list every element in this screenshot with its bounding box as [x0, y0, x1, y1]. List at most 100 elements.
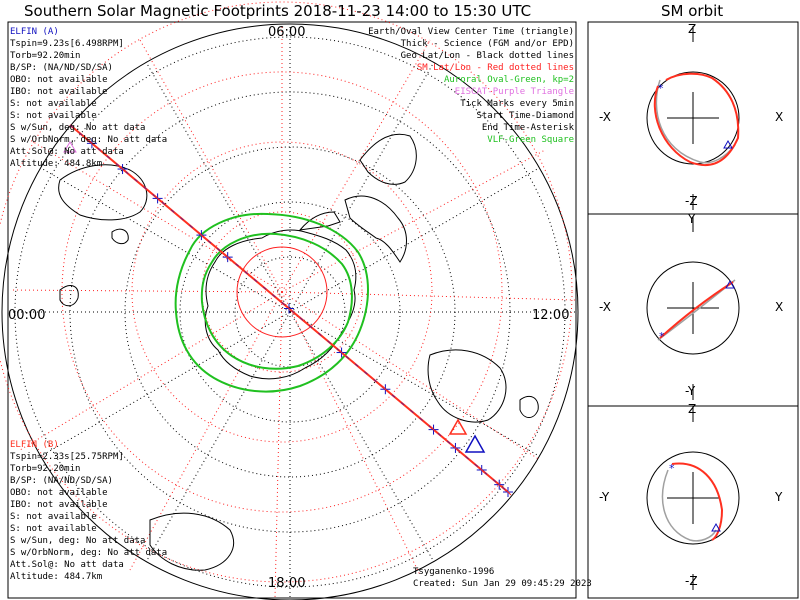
coastlines — [58, 133, 539, 571]
elfin-b-tick — [382, 385, 389, 393]
mlt-label-bottom: 18:00 — [268, 576, 306, 591]
orbit-axis-label-top: Y — [688, 212, 696, 226]
orbit-earth-circle — [646, 261, 740, 355]
elfin-a-line: S: not available — [10, 111, 97, 121]
orbit-panels-frame — [587, 21, 799, 599]
orbit-title: SM orbit — [661, 2, 724, 20]
elfin-b-tick — [504, 488, 512, 496]
elfin-b-tick — [119, 165, 126, 173]
orbit-axis-label-right: X — [775, 300, 784, 314]
new-zealand-outline — [59, 285, 79, 307]
orbit-axis-label-bottom: -Z — [685, 194, 698, 208]
orbit-axis-label-top: Z — [688, 402, 697, 416]
elfin-b-tick — [154, 195, 161, 202]
mlt-label-top: 06:00 — [268, 25, 306, 40]
sm-pole-circle — [236, 246, 328, 338]
elfin-a-line: S w/Sun, deg: No att data — [10, 123, 146, 133]
legend-entry: SM Lat/Lon - Red dotted lines — [416, 63, 574, 73]
footprint-tracks — [69, 124, 513, 497]
orbit-center-triangle — [723, 139, 733, 149]
elfin-b-tick — [430, 426, 437, 433]
elfin-b-tick — [452, 444, 459, 452]
legend-entry: End Time-Asterisk — [481, 123, 574, 133]
legend-entry: Thick - Science (FGM and/or EPD) — [400, 39, 574, 49]
elfin-b-line: S w/Sun, deg: No att data — [10, 536, 146, 546]
elfin-b-tick — [495, 481, 503, 489]
elfin-b-tick — [88, 139, 96, 147]
elfin-a-lines: Tspin=9.23s[6.498RPM] Torb=92.20min B/SP: … — [10, 38, 167, 170]
auroral-oval-poleward — [200, 232, 353, 370]
mlt-label-right: 12:00 — [532, 308, 570, 323]
elfin-b-tick — [478, 466, 486, 474]
australia-outline — [58, 164, 148, 221]
elfin-b-orbit-path — [659, 281, 734, 339]
elfin-a-line: B/SP: (NA/ND/SD/SA) — [10, 63, 113, 73]
orbit-center-triangle — [711, 522, 721, 532]
orbit-axis-label-left: -X — [599, 300, 611, 314]
orbit-axis-label-right: X — [775, 110, 784, 124]
elfin-b-line: Att.Sol@: No att data — [10, 560, 124, 570]
page-title: Southern Solar Magnetic Footprints 2018-… — [24, 2, 532, 20]
elfin-a-name: ELFIN (A) — [10, 27, 59, 37]
polar-map — [0, 1, 579, 600]
elfin-b-line: S: not available — [10, 512, 97, 522]
elfin-a-orbit-path — [655, 79, 736, 164]
elfin-a-line: S w/OrbNorm, deg: No att data — [10, 135, 168, 145]
south-america-north-outline — [359, 133, 417, 185]
africa-south-outline — [427, 349, 507, 423]
elfin-a-line: S: not available — [10, 99, 97, 109]
orbit-axis-label-left: -Y — [599, 490, 610, 504]
southern-continent-fragment-outline — [149, 512, 235, 571]
elfin-b-line: Altitude: 484.7km — [10, 572, 103, 582]
elfin-a-line: Torb=92.20min — [10, 51, 81, 61]
legend-entry: Start Time-Diamond — [476, 111, 574, 121]
legend-entry: EISCAT-Purple Triangle — [454, 87, 574, 97]
elfin-b-tick — [338, 349, 345, 356]
legend: Earth/Oval View Center Time (triangle) Th… — [368, 26, 574, 146]
orbit-earth-circle — [646, 451, 740, 545]
elfin-a-line: Altitude: 484.8km — [10, 159, 103, 169]
credit-text: Tsyganenko-1996 — [413, 567, 495, 577]
south-america-outline — [344, 195, 407, 263]
elfin-b-orbit-path — [653, 72, 740, 167]
sm-grid — [0, 1, 576, 599]
auroral-oval — [174, 212, 369, 393]
created-timestamp: Created: Sun Jan 29 09:45:29 2023 — [413, 579, 592, 589]
elfin-a-line: Tspin=9.23s[6.498RPM] — [10, 39, 124, 49]
orbit-start-marker: * — [669, 462, 675, 475]
orbit-axis-label-bottom: -Z — [685, 574, 698, 588]
elfin-a-line: Att.Sol@: No att data — [10, 147, 124, 157]
orbit-start-marker: * — [658, 82, 664, 95]
elfin-a-line: IBO: not available — [10, 87, 108, 97]
elfin-b-name: ELFIN (B) — [10, 440, 59, 450]
sm-orbit-panels: * * * — [646, 26, 740, 590]
elfin-b-line: B/SP: (NA/ND/SD/SA) — [10, 476, 113, 486]
elfin-b-tick — [285, 305, 293, 312]
orbit-axis-label-bottom: -Y — [685, 384, 696, 398]
tasmania-outline — [111, 228, 129, 245]
madagascar-outline — [519, 395, 539, 418]
legend-entry: Geo Lat/Lon - Black dotted lines — [400, 51, 574, 61]
eiscat-marker — [63, 141, 77, 153]
elfin-b-line: IBO: not available — [10, 500, 108, 510]
legend-entry: Earth/Oval View Center Time (triangle) — [368, 27, 574, 37]
orbit-axis-label-top: Z — [688, 22, 697, 36]
orbit-axis-label-right: Y — [775, 490, 783, 504]
elfin-a-line: OBO: not available — [10, 75, 108, 85]
elfin-a-info: ELFIN (A) Tspin=9.23s[6.498RPM] Torb=92.2… — [10, 26, 167, 170]
elfin-a-orbit-path — [661, 469, 717, 542]
elfin-b-line: OBO: not available — [10, 488, 108, 498]
elfin-b-tick — [224, 253, 232, 261]
orbit-center-triangle — [725, 279, 735, 289]
legend-entry: Auroral Oval-Green, kp=2 — [443, 75, 574, 85]
mlt-label-left: 00:00 — [8, 308, 46, 323]
elfin-b-lines: Tspin=2.33s[25.75RPM] Torb=92.20min B/SP: … — [10, 451, 167, 583]
elfin-b-line: Tspin=2.33s[25.75RPM] — [10, 452, 124, 462]
orbit-axis-label-left: -X — [599, 110, 611, 124]
map-boundary-circle — [1, 23, 579, 600]
main-map-frame — [7, 21, 577, 599]
elfin-b-line: Torb=92.20min — [10, 464, 81, 474]
antarctic-peninsula-outline — [298, 211, 341, 231]
